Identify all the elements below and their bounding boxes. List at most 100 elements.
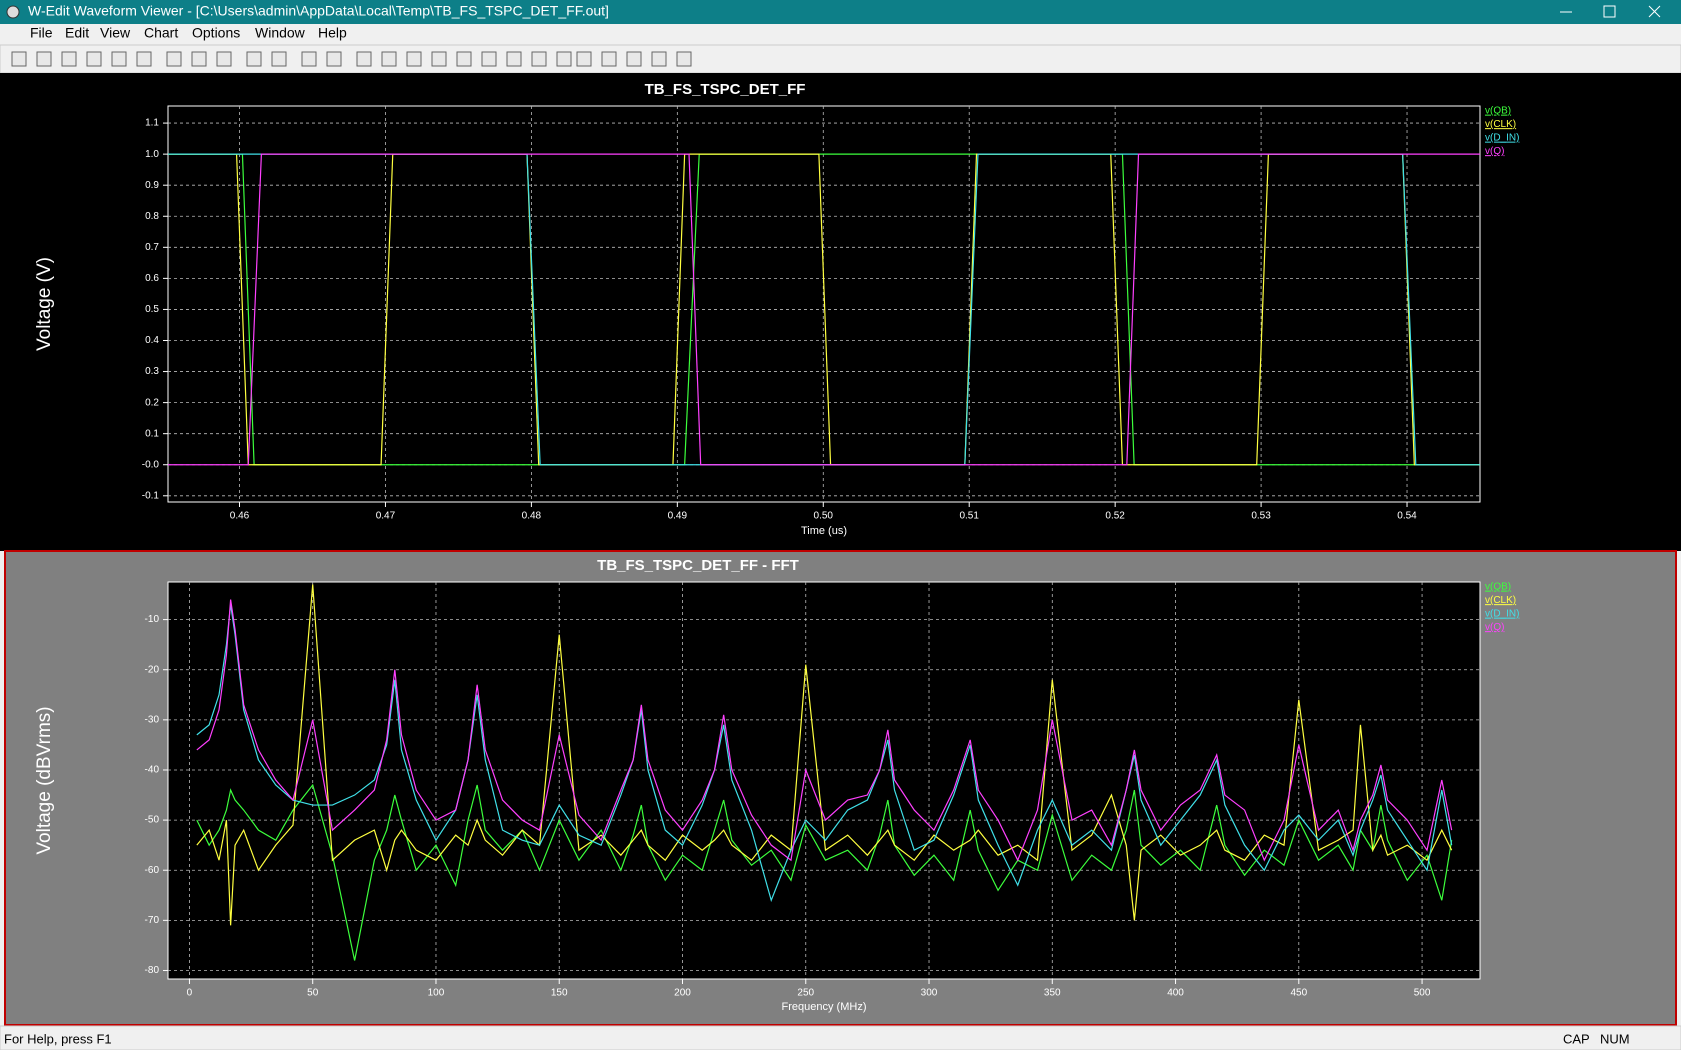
toolbar-button[interactable] [136, 51, 152, 67]
toolbar-button[interactable] [11, 51, 27, 67]
x-tick-label: 150 [551, 988, 568, 999]
toolbar-button[interactable] [556, 51, 572, 67]
y-tick-label: 0.7 [145, 242, 159, 253]
status-bar [0, 1025, 1681, 1050]
y-tick-label: 1.0 [145, 149, 159, 160]
menu-item[interactable]: Help [318, 25, 347, 41]
y-tick-label: -0.1 [142, 490, 160, 501]
toolbar-button[interactable] [481, 51, 497, 67]
y-tick-label: -60 [145, 865, 160, 876]
menu-item[interactable]: Chart [144, 25, 178, 41]
y-tick-label: 0.5 [145, 304, 159, 315]
series-line [168, 153, 1480, 466]
x-tick-label: 0.53 [1251, 511, 1271, 522]
toolbar-button[interactable] [531, 51, 547, 67]
toolbar-button[interactable] [191, 51, 207, 67]
y-tick-label: -50 [145, 815, 160, 826]
toolbar-button[interactable] [651, 51, 667, 67]
x-tick-label: 0.51 [959, 511, 979, 522]
y-tick-label: 0.1 [145, 428, 159, 439]
series-line [168, 153, 1480, 466]
x-tick-label: 50 [307, 988, 319, 999]
toolbar-button[interactable] [576, 51, 592, 67]
menu-item[interactable]: Options [192, 25, 240, 41]
y-tick-label: -20 [145, 664, 160, 675]
toolbar-button[interactable] [111, 51, 127, 67]
y-tick-label: 0.6 [145, 273, 159, 284]
chart-title: TB_FS_TSPC_DET_FF - FFT [597, 557, 799, 574]
toolbar-button[interactable] [301, 51, 317, 67]
y-tick-label: 1.1 [145, 118, 159, 129]
app-icon [6, 5, 20, 19]
x-tick-label: 0.46 [230, 511, 250, 522]
x-tick-label: 450 [1290, 988, 1307, 999]
series-line [196, 599, 1453, 862]
x-tick-label: 0.54 [1397, 511, 1417, 522]
toolbar-button[interactable] [381, 51, 397, 67]
series-line [196, 584, 1453, 926]
x-tick-label: 0.50 [814, 511, 834, 522]
series-line [168, 153, 1480, 466]
toolbar-button[interactable] [456, 51, 472, 67]
toolbar-button[interactable] [431, 51, 447, 67]
menu-item[interactable]: Window [255, 25, 306, 41]
toolbar-button[interactable] [61, 51, 77, 67]
x-tick-label: 0.48 [522, 511, 542, 522]
plot-area [167, 581, 1481, 980]
menu-bar [0, 24, 1681, 45]
legend-entry: v(D_IN) [1485, 609, 1519, 620]
legend-entry: v(QB) [1485, 582, 1511, 593]
x-tick-label: 400 [1167, 988, 1184, 999]
y-tick-label: -80 [145, 965, 160, 976]
toolbar-button[interactable] [406, 51, 422, 67]
legend-entry: v(Q) [1485, 622, 1504, 633]
menu-item[interactable]: Edit [65, 25, 89, 41]
x-tick-label: 250 [797, 988, 814, 999]
y-tick-label: 0.8 [145, 211, 159, 222]
close-button[interactable] [1648, 5, 1661, 18]
x-tick-label: 200 [674, 988, 691, 999]
toolbar-button[interactable] [676, 51, 692, 67]
y-tick-label: -30 [145, 714, 160, 725]
x-axis-label: Time (us) [801, 525, 847, 537]
toolbar-button[interactable] [506, 51, 522, 67]
y-tick-label: 0.9 [145, 180, 159, 191]
maximize-button[interactable] [1603, 5, 1616, 18]
x-tick-label: 0 [187, 988, 193, 999]
chart-title: TB_FS_TSPC_DET_FF [645, 81, 806, 98]
toolbar-button[interactable] [326, 51, 342, 67]
y-tick-label: -40 [145, 765, 160, 776]
toolbar-button[interactable] [271, 51, 287, 67]
toolbar-button[interactable] [216, 51, 232, 67]
toolbar-button[interactable] [86, 51, 102, 67]
x-tick-label: 0.47 [376, 511, 396, 522]
legend-entry: v(QB) [1485, 106, 1511, 117]
menu-item[interactable]: File [30, 25, 53, 41]
title-bar [0, 0, 1681, 24]
toolbar-button[interactable] [356, 51, 372, 67]
y-axis-label: Voltage (dBVrms) [34, 706, 55, 854]
x-tick-label: 0.52 [1105, 511, 1125, 522]
toolbar-button[interactable] [246, 51, 262, 67]
y-tick-label: 0.2 [145, 397, 159, 408]
series-line [168, 153, 1480, 466]
toolbar-button[interactable] [166, 51, 182, 67]
toolbar-button[interactable] [36, 51, 52, 67]
y-tick-label: -70 [145, 915, 160, 926]
x-tick-label: 100 [428, 988, 445, 999]
y-tick-label: 0.4 [145, 335, 159, 346]
status-indicator: NUM [1600, 1031, 1630, 1046]
x-tick-label: 500 [1414, 988, 1431, 999]
toolbar-button[interactable] [626, 51, 642, 67]
status-text: For Help, press F1 [4, 1031, 112, 1046]
menu-item[interactable]: View [100, 25, 131, 41]
toolbar-button[interactable] [601, 51, 617, 67]
legend-entry: v(D_IN) [1485, 133, 1519, 144]
x-tick-label: 0.49 [668, 511, 688, 522]
window-title: W-Edit Waveform Viewer - [C:\Users\admin… [28, 3, 609, 19]
y-tick-label: -0.0 [142, 459, 160, 470]
x-axis-label: Frequency (MHz) [782, 1001, 867, 1013]
legend-entry: v(Q) [1485, 146, 1504, 157]
legend-entry: v(CLK) [1485, 595, 1516, 606]
